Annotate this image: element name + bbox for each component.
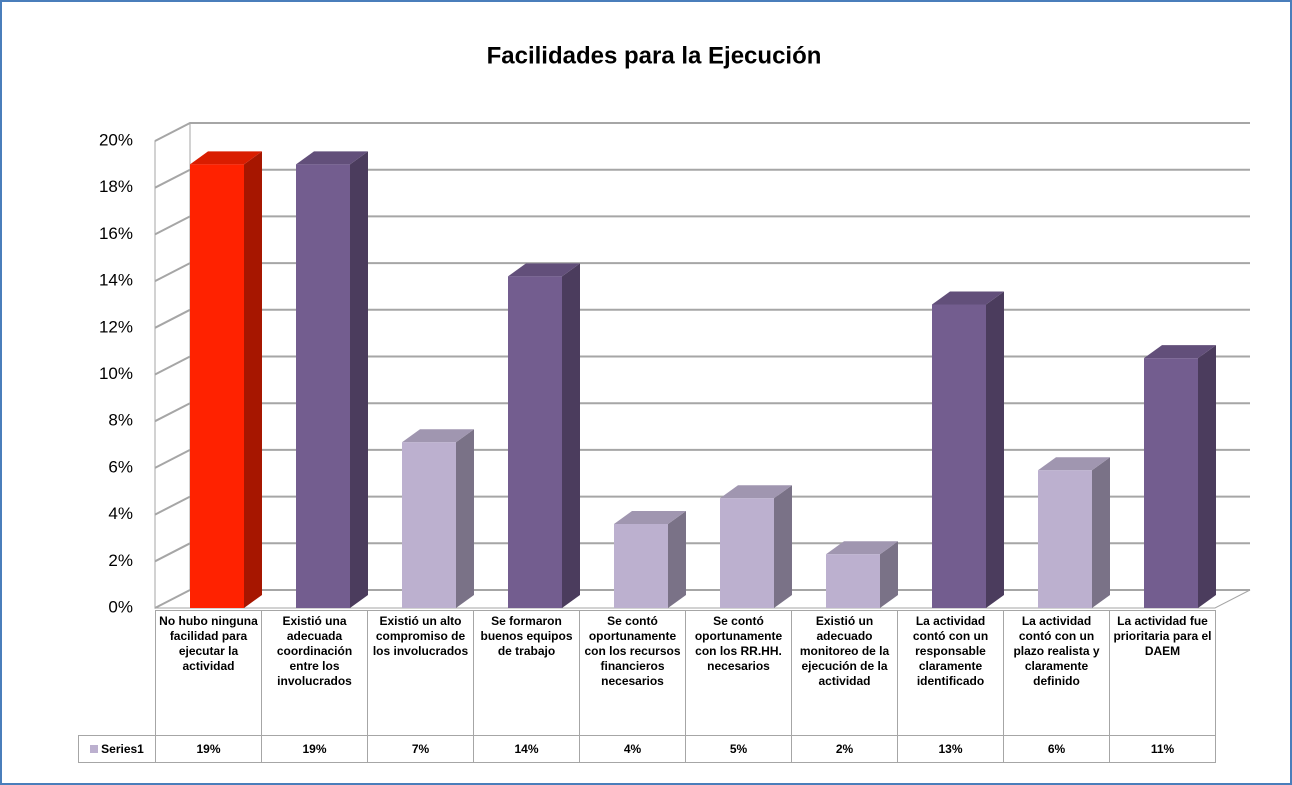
category-cell: La actividad contó con un responsable cl…	[897, 610, 1004, 736]
bar-side	[456, 429, 474, 608]
y-tick-label: 6%	[108, 457, 133, 476]
y-tick-label: 2%	[108, 551, 133, 570]
bar-side	[1092, 457, 1110, 608]
value-cell: 19%	[261, 735, 368, 763]
bar	[190, 151, 262, 608]
bar	[296, 151, 368, 608]
bar	[826, 541, 898, 608]
bar-front	[190, 164, 244, 608]
category-cell: Existió un alto compromiso de los involu…	[367, 610, 474, 736]
bar-side	[244, 151, 262, 608]
bar-side	[350, 151, 368, 608]
y-tick-label: 20%	[99, 130, 133, 149]
category-cell: La actividad fue prioritaria para el DAE…	[1109, 610, 1216, 736]
bar-top	[614, 510, 686, 524]
value-cell: 14%	[473, 735, 580, 763]
y-tick-label: 0%	[108, 597, 133, 616]
bar-front	[508, 276, 562, 608]
bar-top	[296, 151, 368, 165]
bar	[720, 485, 792, 608]
bar-top	[1144, 345, 1216, 359]
bar-top	[508, 263, 580, 277]
bar-top	[720, 485, 792, 499]
bar-front	[1144, 358, 1198, 608]
category-cell: La actividad contó con un plazo realista…	[1003, 610, 1110, 736]
bar-top	[190, 151, 262, 165]
y-tick-label: 18%	[99, 177, 133, 196]
bar	[932, 291, 1004, 608]
bar	[402, 429, 474, 608]
category-cell: Existió una adecuada coordinación entre …	[261, 610, 368, 736]
bar-top	[826, 541, 898, 555]
bar-side	[774, 485, 792, 608]
bar-side	[986, 291, 1004, 608]
value-cell: 13%	[897, 735, 1004, 763]
bar	[508, 263, 580, 608]
bar	[1038, 457, 1110, 608]
bar-front	[826, 554, 880, 608]
category-cell: No hubo ninguna facilidad para ejecutar …	[155, 610, 262, 736]
bar-front	[614, 523, 668, 608]
y-tick-label: 16%	[99, 224, 133, 243]
y-tick-label: 4%	[108, 504, 133, 523]
legend-cell: Series1	[78, 735, 156, 763]
legend-swatch	[90, 745, 99, 753]
bar	[614, 510, 686, 608]
category-cell: Existió un adecuado monitoreo de la ejec…	[791, 610, 898, 736]
value-cell: 19%	[155, 735, 262, 763]
y-tick-label: 12%	[99, 317, 133, 336]
value-cell: 4%	[579, 735, 686, 763]
bar-top	[1038, 457, 1110, 471]
bar-side	[668, 510, 686, 608]
bar-front	[296, 164, 350, 608]
y-tick-label: 8%	[108, 411, 133, 430]
value-cell: 7%	[367, 735, 474, 763]
bar-top	[402, 429, 474, 443]
value-cell: 2%	[791, 735, 898, 763]
bar-side	[1198, 345, 1216, 608]
value-cell: 6%	[1003, 735, 1110, 763]
y-tick-label: 10%	[99, 364, 133, 383]
bar-top	[932, 291, 1004, 305]
bar	[1144, 345, 1216, 608]
category-cell: Se contó oportunamente con los recursos …	[579, 610, 686, 736]
bar-side	[880, 541, 898, 608]
legend-label: Series1	[101, 741, 144, 756]
category-cell: Se contó oportunamente con los RR.HH. ne…	[685, 610, 792, 736]
grid-line	[154, 122, 1250, 142]
bar-front	[1038, 470, 1092, 608]
y-tick-label: 14%	[99, 271, 133, 290]
bar-front	[402, 442, 456, 608]
value-cell: 11%	[1109, 735, 1216, 763]
category-cell: Se formaron buenos equipos de trabajo	[473, 610, 580, 736]
value-cell: 5%	[685, 735, 792, 763]
bar-front	[932, 304, 986, 608]
bar-side	[562, 263, 580, 608]
chart-title: Facilidades para la Ejecución	[487, 42, 822, 69]
bar-front	[720, 498, 774, 608]
